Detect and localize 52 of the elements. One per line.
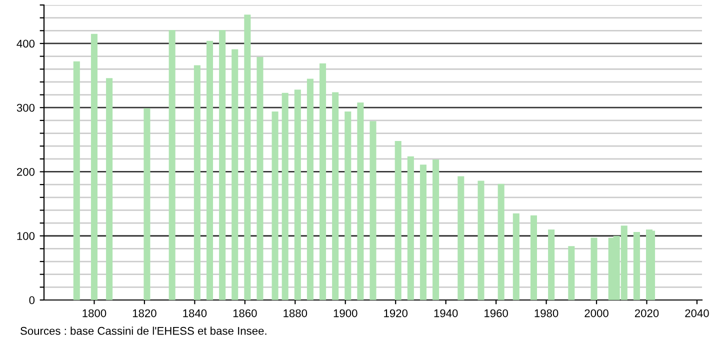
x-tick-label: 1840 — [183, 309, 207, 318]
x-tick-label: 2000 — [584, 309, 608, 318]
x-tick-label: 2020 — [634, 309, 659, 318]
x-tick-label: 1900 — [334, 309, 358, 318]
bar — [498, 184, 504, 300]
bar — [106, 78, 113, 300]
bar — [458, 176, 464, 300]
bar — [332, 92, 339, 300]
bar — [244, 14, 251, 300]
bar — [512, 213, 520, 300]
x-tick-label: 2040 — [685, 309, 709, 318]
x-tick-label: 1820 — [132, 309, 156, 318]
x-tick-label: 1800 — [82, 309, 106, 318]
bar — [144, 108, 150, 300]
bar — [530, 215, 537, 300]
bar — [370, 121, 376, 300]
x-tick-label: 1980 — [534, 309, 558, 318]
bar — [344, 111, 352, 300]
y-tick-label: 300 — [16, 104, 35, 112]
bar — [306, 78, 314, 300]
bar — [478, 180, 484, 300]
bar — [407, 156, 414, 300]
bar — [420, 164, 426, 300]
x-tick-label: 1960 — [484, 309, 508, 318]
bar — [282, 92, 288, 300]
y-tick-label: 0 — [29, 296, 35, 304]
bar — [232, 49, 238, 300]
x-tick-label: 1940 — [434, 309, 458, 318]
bar — [568, 246, 575, 300]
y-tick-label: 200 — [16, 168, 35, 176]
bar — [357, 102, 364, 300]
source-note: Sources : base Cassini de l'EHESS et base Insee. — [20, 326, 266, 335]
x-tick-label: 1860 — [233, 309, 257, 318]
bar — [256, 56, 264, 300]
bar — [633, 232, 640, 300]
bar — [194, 65, 200, 300]
y-tick-label: 400 — [16, 40, 35, 48]
bar — [294, 90, 301, 300]
bar — [73, 61, 80, 300]
bar — [320, 63, 326, 300]
y-tick-label: 100 — [17, 232, 35, 240]
bar — [206, 40, 214, 300]
bar — [219, 30, 226, 300]
bar — [432, 160, 440, 300]
bar — [168, 30, 176, 300]
bar — [394, 140, 402, 300]
x-tick-label: 1920 — [384, 309, 408, 318]
bar — [590, 238, 598, 300]
bar — [90, 34, 98, 300]
bar — [272, 111, 278, 300]
x-tick-label: 1880 — [284, 309, 308, 318]
bar — [548, 229, 555, 300]
